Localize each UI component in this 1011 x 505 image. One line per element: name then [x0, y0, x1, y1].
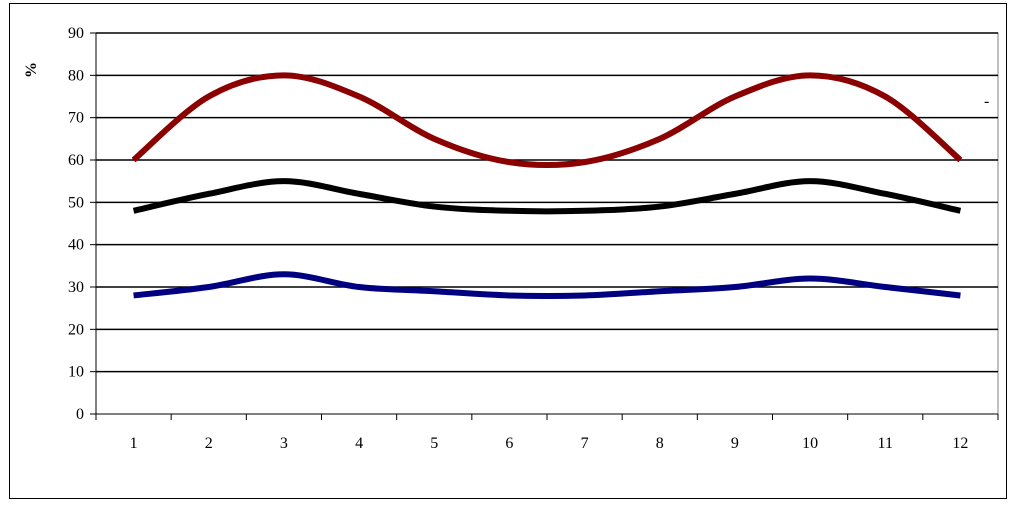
- y-tick-label: 50: [68, 194, 84, 211]
- y-tick-label: 40: [68, 237, 84, 254]
- x-tick-label: 10: [802, 435, 818, 452]
- gridlines: [95, 32, 999, 415]
- y-tick-label: 60: [68, 152, 84, 169]
- x-tick-label: 12: [952, 435, 968, 452]
- y-tick-label: 80: [68, 67, 84, 84]
- y-tick-label: 90: [68, 25, 84, 42]
- x-tick-label: 5: [430, 435, 438, 452]
- plot-area: [95, 32, 999, 415]
- y-axis-label: %: [23, 62, 40, 78]
- chart-annotation: -: [984, 93, 989, 110]
- x-tick-label: 7: [581, 435, 589, 452]
- y-tick-label: 0: [76, 406, 84, 423]
- x-tick-label: 4: [355, 435, 363, 452]
- y-tick-label: 10: [68, 364, 84, 381]
- x-tick-label: 8: [656, 435, 664, 452]
- series-lines: [131, 72, 963, 299]
- axes: [90, 32, 999, 420]
- x-tick-label: 11: [878, 435, 893, 452]
- x-tick-label: 3: [280, 435, 288, 452]
- series-line-3: [133, 271, 961, 299]
- series-line-1: [131, 72, 963, 168]
- y-tick-label: 70: [68, 110, 84, 127]
- x-tick-label: 2: [205, 435, 213, 452]
- x-tick-label: 6: [505, 435, 513, 452]
- series-line-2: [132, 178, 962, 215]
- x-tick-label: 9: [731, 435, 739, 452]
- y-tick-label: 30: [68, 279, 84, 296]
- x-tick-label: 1: [130, 435, 138, 452]
- chart-frame: [9, 3, 1007, 499]
- y-tick-label: 20: [68, 321, 84, 338]
